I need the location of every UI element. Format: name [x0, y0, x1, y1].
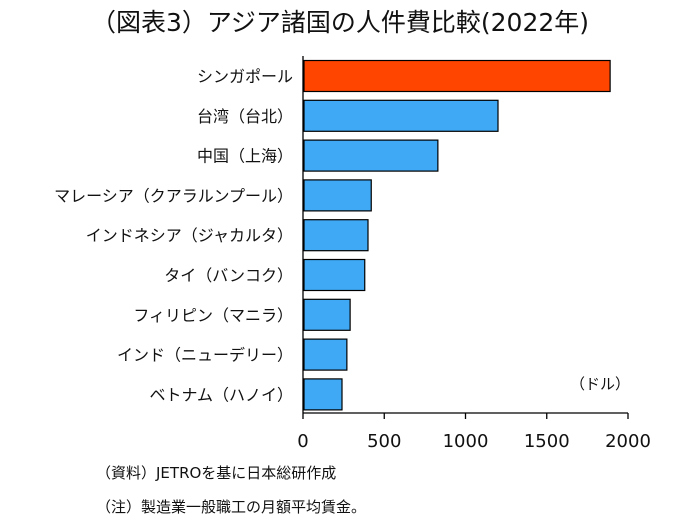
bar	[303, 378, 343, 411]
x-tick-label: 500	[367, 431, 401, 452]
bar	[303, 59, 611, 93]
category-label: ベトナム（ハノイ）	[149, 385, 293, 404]
category-label: タイ（バンコク）	[164, 266, 293, 285]
category-label: 台湾（台北）	[197, 107, 293, 126]
bar	[303, 139, 439, 172]
x-tick-label: 2000	[605, 431, 651, 452]
category-label: シンガポール	[197, 67, 293, 86]
bar	[303, 338, 348, 371]
chart-title: （図表3）アジア諸国の人件費比較(2022年)	[90, 8, 590, 37]
category-label: 中国（上海）	[197, 147, 293, 166]
x-tick-label: 0	[297, 431, 308, 452]
bar	[303, 219, 369, 252]
category-label: インドネシア（ジャカルタ）	[86, 226, 293, 245]
bar	[303, 258, 366, 292]
source-note: （資料）JETROを基に日本総研作成	[96, 464, 337, 482]
bar	[303, 99, 499, 132]
footnote: （注）製造業一般職工の月額平均賃金。	[96, 498, 367, 516]
category-label: インド（ニューデリー）	[117, 346, 293, 365]
category-label: フィリピン（マニラ）	[133, 306, 293, 325]
bar	[303, 179, 372, 212]
unit-label: （ドル）	[570, 375, 630, 393]
x-tick-label: 1500	[524, 431, 570, 452]
bar	[303, 298, 351, 331]
x-tick-label: 1000	[443, 431, 489, 452]
category-label: マレーシア（クアラルンプール）	[54, 186, 293, 205]
